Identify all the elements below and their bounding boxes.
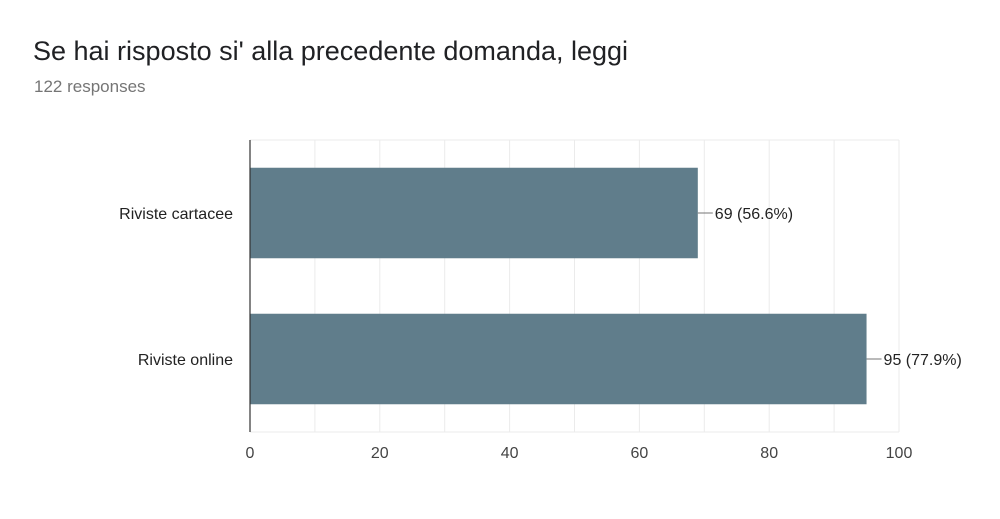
- x-tick-label: 20: [371, 445, 389, 462]
- response-count: 122 responses: [34, 77, 146, 96]
- data-labels: 69 (56.6%) 95 (77.9%): [715, 206, 962, 369]
- bar: [250, 167, 698, 259]
- x-tick-label: 60: [631, 445, 649, 462]
- category-label: Riviste cartacee: [119, 206, 233, 223]
- x-tick-label: 100: [886, 445, 913, 462]
- x-tick-label: 0: [246, 445, 255, 462]
- x-tick-labels: 0 20 40 60 80 100: [246, 445, 913, 462]
- x-tick-label: 80: [760, 445, 778, 462]
- category-label: Riviste online: [138, 352, 233, 369]
- bar: [250, 313, 867, 405]
- data-label: 69 (56.6%): [715, 206, 793, 223]
- category-labels: Riviste cartacee Riviste online: [119, 206, 233, 369]
- data-label: 95 (77.9%): [884, 352, 962, 369]
- leader-lines: [697, 212, 882, 360]
- x-tick-label: 40: [501, 445, 519, 462]
- bars: [250, 167, 867, 405]
- chart-title: Se hai risposto si' alla precedente doma…: [33, 36, 629, 66]
